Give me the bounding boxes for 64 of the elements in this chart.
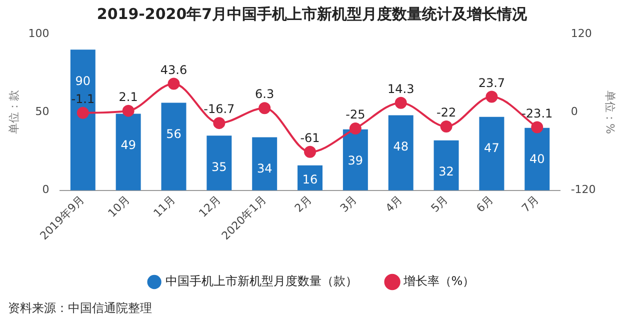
data-label: 6.3	[255, 87, 274, 102]
bar	[479, 116, 504, 190]
data-label: 2.1	[118, 90, 138, 104]
y2-tick-label: -120	[570, 183, 596, 196]
data-label: -25	[346, 108, 366, 122]
x-tick-label: 11月	[151, 192, 178, 220]
data-label: 43.6	[160, 62, 188, 77]
bar	[388, 115, 414, 190]
bar	[161, 102, 186, 190]
data-label: -1.1	[71, 92, 95, 106]
data-label: -23.1	[522, 106, 553, 120]
data-label: 47	[484, 141, 500, 155]
x-tick-label: 2月	[292, 192, 314, 215]
bar	[70, 50, 96, 190]
x-tick-label: 12月	[196, 192, 224, 220]
x-tick-label: 4月	[383, 192, 405, 215]
data-label: 34	[256, 161, 272, 176]
point	[531, 121, 544, 134]
y-tick-label: 0	[42, 183, 50, 196]
point	[168, 78, 180, 90]
x-tick-label: 10月	[106, 192, 132, 220]
point	[258, 102, 271, 114]
bar	[206, 136, 232, 190]
chart-title: 2019-2020年7月中国手机上市新机型月度数量统计及增长情况	[96, 4, 528, 23]
legend-label: 增长率（%）	[402, 274, 475, 288]
point	[394, 96, 407, 109]
bar	[252, 137, 278, 190]
text: 资料来源：中国信通院整理	[8, 300, 152, 317]
data-label: 48	[393, 139, 408, 154]
point	[304, 146, 316, 158]
data-label: 35	[212, 160, 227, 174]
y-tick-label: 50	[35, 105, 50, 118]
data-label: -22	[436, 106, 456, 120]
x-tick-label: 5月	[428, 192, 450, 215]
bar	[524, 128, 550, 190]
point	[440, 120, 452, 133]
y2-tick-label: 120	[570, 26, 592, 40]
point	[349, 122, 362, 134]
data-label: -61	[300, 131, 320, 146]
bar	[434, 140, 459, 190]
data-label: -16.7	[204, 102, 235, 116]
data-label: 23.7	[478, 76, 506, 90]
x-tick-label: 3月	[338, 192, 360, 215]
y2-axis-title: 单位：%	[604, 90, 617, 134]
point	[486, 90, 498, 103]
point	[213, 117, 226, 130]
data-label: 32	[438, 164, 454, 178]
legend-label: 中国手机上市新机型月度数量（款）	[165, 274, 358, 288]
bar	[342, 129, 368, 190]
data-label: 14.3	[388, 82, 414, 96]
data-label: 40	[529, 152, 545, 166]
x-tick-label: 6月	[474, 192, 496, 215]
y-axis-title: 单位：款	[7, 90, 20, 134]
data-label: 90	[75, 74, 91, 88]
point	[122, 104, 134, 117]
y2-tick-label: 0	[570, 105, 578, 118]
data-label: 39	[348, 154, 364, 168]
y-tick-label: 100	[28, 26, 50, 40]
x-tick-label: 7月	[519, 192, 542, 215]
point	[76, 106, 89, 119]
data-label: 49	[120, 138, 136, 152]
data-label: 56	[166, 126, 182, 141]
data-label: 16	[302, 172, 318, 186]
bar	[116, 114, 141, 190]
